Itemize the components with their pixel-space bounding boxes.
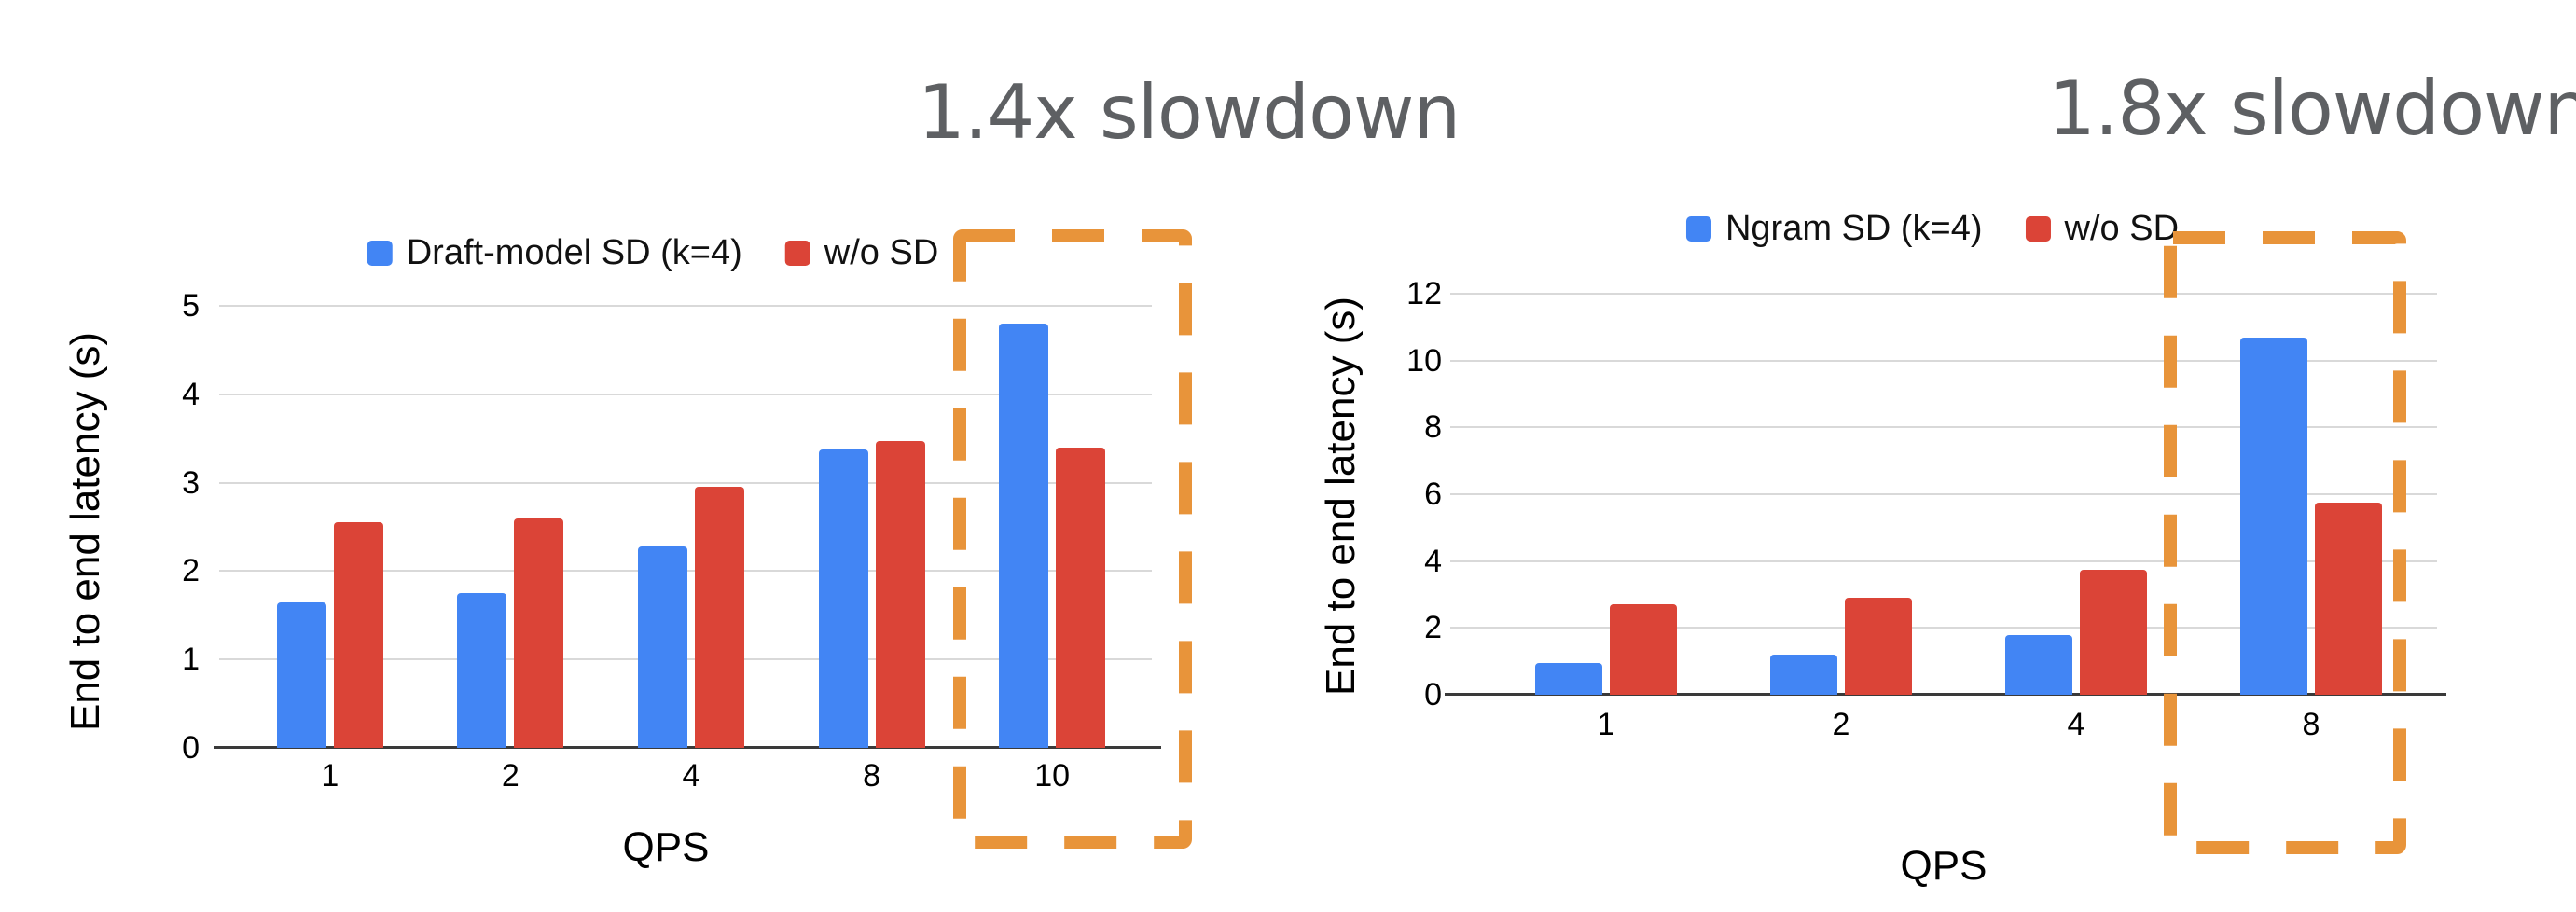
chart-legend: Draft-model SD (k=4) w/o SD <box>367 233 939 273</box>
plot-area <box>1445 293 2446 696</box>
bar <box>1610 604 1677 695</box>
slowdown-annotation: 1.8x slowdown <box>2048 65 2576 152</box>
bar <box>1770 655 1837 695</box>
y-tick-label: 2 <box>182 553 200 589</box>
highlight-dashed-box <box>2164 231 2406 854</box>
y-tick-label: 5 <box>182 288 200 324</box>
y-tick-label: 12 <box>1406 276 1442 311</box>
bar <box>514 518 564 748</box>
bar <box>638 546 687 748</box>
bar <box>1056 447 1106 748</box>
x-tick-label: 1 <box>1597 707 1615 742</box>
x-axis-line <box>1445 693 2446 696</box>
y-tick-label: 3 <box>182 464 200 501</box>
plot-area <box>214 305 1161 749</box>
gridline <box>1450 560 2437 562</box>
gridline <box>1450 359 2437 362</box>
bar <box>999 323 1049 748</box>
chart-legend: Ngram SD (k=4) w/o SD <box>1685 209 2180 249</box>
legend-label: Ngram SD (k=4) <box>1724 209 1983 248</box>
legend-item: w/o SD <box>2025 209 2180 249</box>
legend-label: w/o SD <box>2064 209 2180 248</box>
y-tick-label: 4 <box>1424 543 1442 579</box>
y-tick-label: 10 <box>1406 342 1442 379</box>
y-tick-label: 0 <box>182 730 200 766</box>
bar <box>2005 634 2072 695</box>
gridline <box>1450 627 2437 629</box>
legend-swatch <box>2025 216 2051 242</box>
legend-label: Draft-model SD (k=4) <box>406 233 742 272</box>
x-tick-label: 8 <box>2302 707 2320 742</box>
gridline <box>219 305 1152 307</box>
gridline <box>219 481 1152 484</box>
x-tick-label: 1 <box>321 758 339 794</box>
bar <box>2080 569 2147 695</box>
bar <box>1845 598 1912 695</box>
dashed-rect <box>953 229 1192 849</box>
bar <box>2315 502 2382 695</box>
x-tick-label: 4 <box>682 758 700 794</box>
gridline <box>219 393 1152 395</box>
legend-label: w/o SD <box>824 233 939 272</box>
legend-swatch <box>784 241 810 266</box>
bar <box>276 601 326 748</box>
bar <box>457 593 507 748</box>
gridline <box>1450 493 2437 495</box>
gridline <box>1450 426 2437 429</box>
x-tick-label: 2 <box>501 758 519 794</box>
x-tick-label: 4 <box>2067 707 2085 742</box>
bar <box>875 441 925 748</box>
legend-swatch <box>1685 216 1711 242</box>
x-tick-label: 8 <box>863 758 881 794</box>
bar <box>1535 662 1602 695</box>
y-tick-label: 2 <box>1424 610 1442 646</box>
legend-item: w/o SD <box>784 233 939 273</box>
y-tick-label: 6 <box>1424 477 1442 512</box>
bar <box>818 449 868 748</box>
x-tick-label: 2 <box>1832 707 1850 742</box>
x-axis-title: QPS <box>1900 843 1987 889</box>
bar <box>695 487 744 748</box>
legend-item: Draft-model SD (k=4) <box>367 233 742 273</box>
y-tick-label: 8 <box>1424 409 1442 446</box>
y-tick-label: 0 <box>1424 677 1442 712</box>
dashed-rect <box>2164 231 2406 854</box>
gridline <box>1450 293 2437 295</box>
bar <box>2240 337 2307 695</box>
bar <box>333 522 383 748</box>
legend-swatch <box>367 241 393 266</box>
x-axis-line <box>214 746 1161 749</box>
slowdown-annotation: 1.4x slowdown <box>918 69 1461 156</box>
y-tick-label: 1 <box>182 642 200 678</box>
x-tick-label: 10 <box>1034 758 1071 794</box>
legend-item: Ngram SD (k=4) <box>1685 209 1983 249</box>
y-tick-label: 4 <box>182 376 200 412</box>
highlight-dashed-box <box>953 229 1192 849</box>
x-axis-title: QPS <box>622 824 710 870</box>
